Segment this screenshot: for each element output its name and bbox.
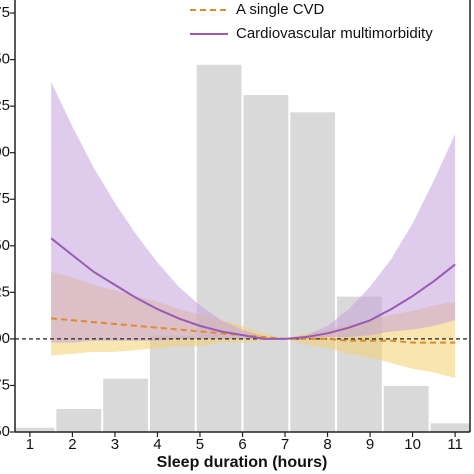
histogram-bar <box>430 423 470 432</box>
y-tick-label: 1.00 <box>0 330 10 347</box>
legend-label: A single CVD <box>236 1 325 18</box>
x-tick-label: 7 <box>281 436 289 453</box>
confidence-band <box>51 271 456 378</box>
x-tick-label: 2 <box>68 436 76 453</box>
histogram-bar <box>196 64 242 432</box>
histogram-bar <box>15 427 55 432</box>
x-tick-label: 11 <box>447 436 463 453</box>
histogram-bar <box>56 408 102 432</box>
histogram-bar <box>243 95 289 432</box>
y-tick-label: 1.25 <box>0 283 10 300</box>
x-tick-label: 8 <box>323 436 331 453</box>
confidence-band <box>51 81 456 343</box>
x-axis-label: Sleep duration (hours) <box>157 454 328 471</box>
histogram-bar <box>383 385 429 432</box>
x-tick-label: 10 <box>404 436 421 453</box>
x-tick-label: 6 <box>238 436 246 453</box>
histogram-bar <box>290 112 336 432</box>
histogram-bar <box>149 335 195 432</box>
plot-area <box>15 64 470 432</box>
legend-label: Cardiovascular multimorbidity <box>236 25 433 42</box>
y-tick-label: 2.75 <box>0 4 10 21</box>
series-line <box>50 237 456 340</box>
x-tick-label: 3 <box>111 436 119 453</box>
x-tick-label: 1 <box>26 436 34 453</box>
x-tick-label: 9 <box>366 436 374 453</box>
y-tick-label: 0.75 <box>0 376 10 393</box>
x-tick-label: 4 <box>153 436 161 453</box>
y-tick-label: 1.50 <box>0 237 10 254</box>
y-tick-label: 2.00 <box>0 144 10 161</box>
y-tick-label: 1.75 <box>0 190 10 207</box>
y-tick-label: 2.25 <box>0 97 10 114</box>
x-tick-label: 5 <box>196 436 204 453</box>
y-tick-label: 2.50 <box>0 51 10 68</box>
y-tick-label: 0.50 <box>0 423 10 440</box>
histogram-bar <box>103 378 148 432</box>
